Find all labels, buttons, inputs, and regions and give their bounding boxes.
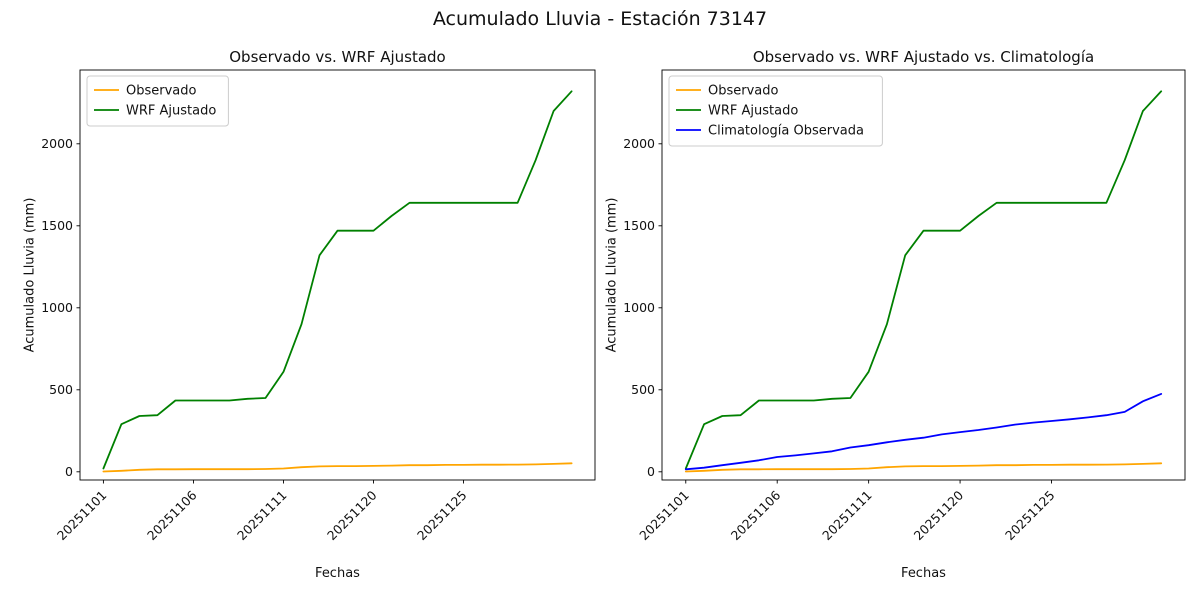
- left-y-axis-label: Acumulado Lluvia (mm): [22, 197, 38, 353]
- y-tick-label: 0: [65, 464, 73, 479]
- x-tick-label: 20251125: [414, 488, 470, 544]
- x-tick-label: 20251101: [54, 488, 110, 544]
- legend-label-wrf-ajustado: WRF Ajustado: [126, 104, 216, 119]
- x-tick-label: 20251111: [234, 488, 290, 544]
- series-line-wrf-ajustado: [684, 90, 1163, 470]
- legend-box: [668, 75, 883, 147]
- figure-title: Acumulado Lluvia - Estación 73147: [432, 8, 768, 30]
- axes-frame: [79, 69, 596, 481]
- y-tick-label: 1000: [623, 300, 655, 315]
- x-tick-label: 20251111: [819, 488, 875, 544]
- x-tick-label: 20251120: [324, 487, 380, 543]
- x-tick-label: 20251106: [144, 487, 200, 543]
- right-y-axis-label: Acumulado Lluvia (mm): [604, 197, 620, 353]
- left-chart-canvas: 0 500 1000 1500 2000 20251101 20251106 20251111…: [41, 69, 596, 544]
- axes-frame: [661, 69, 1186, 481]
- y-tick-label: 2000: [623, 136, 655, 151]
- legend-label-observado: Observado: [708, 84, 779, 99]
- legend-label-wrf-ajustado: WRF Ajustado: [708, 104, 798, 119]
- series-line-wrf-ajustado: [102, 90, 573, 470]
- x-tick-label: 20251106: [728, 487, 784, 543]
- legend-box: [86, 75, 229, 127]
- left-x-axis-label: Fechas: [315, 566, 360, 581]
- y-tick-label: 500: [631, 382, 655, 397]
- y-tick-label: 2000: [41, 136, 73, 151]
- y-tick-label: 0: [647, 464, 655, 479]
- legend-label-climatolog-a-observada: Climatología Observada: [708, 124, 864, 139]
- left-chart-title: Observado vs. WRF Ajustado: [229, 48, 446, 66]
- x-tick-label: 20251125: [1002, 488, 1058, 544]
- y-tick-label: 1500: [623, 218, 655, 233]
- x-tick-label: 20251101: [636, 488, 692, 544]
- y-tick-label: 500: [49, 382, 73, 397]
- series-line-observado: [684, 462, 1163, 473]
- y-tick-label: 1500: [41, 218, 73, 233]
- series-line-observado: [102, 462, 573, 473]
- x-tick-label: 20251120: [911, 487, 967, 543]
- legend-label-observado: Observado: [126, 84, 197, 99]
- right-chart-canvas: 0 500 1000 1500 2000 20251101 20251106 20251111…: [623, 69, 1186, 544]
- right-x-axis-label: Fechas: [901, 566, 946, 581]
- series-line-climatolog-a-observada: [684, 392, 1163, 471]
- right-chart-title: Observado vs. WRF Ajustado vs. Climatolo…: [752, 48, 1095, 66]
- y-tick-label: 1000: [41, 300, 73, 315]
